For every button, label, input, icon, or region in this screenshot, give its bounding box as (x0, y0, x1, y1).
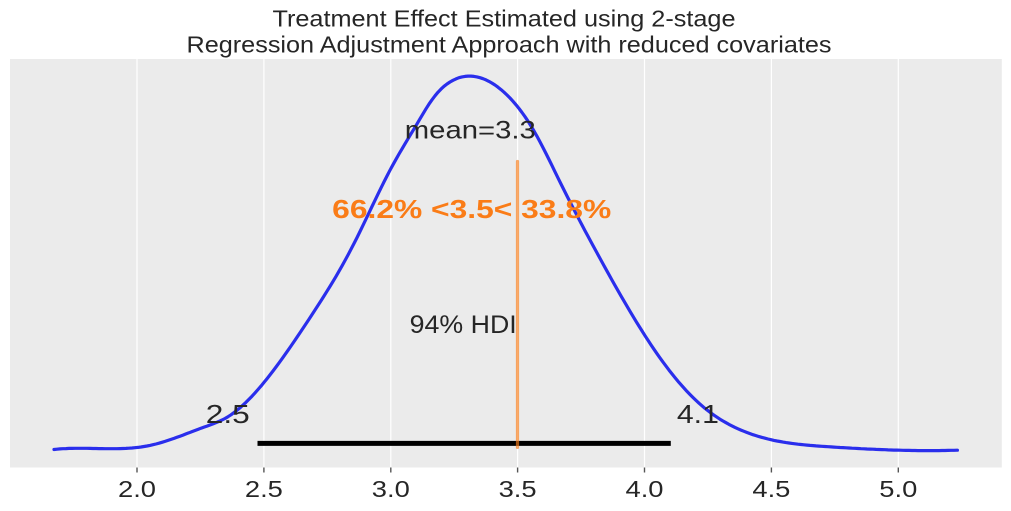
svg-text:4.1: 4.1 (677, 399, 719, 429)
svg-text:3.0: 3.0 (372, 476, 410, 502)
svg-text:Treatment Effect Estimated usi: Treatment Effect Estimated using 2-stage (273, 6, 736, 32)
svg-text:3.5: 3.5 (499, 476, 537, 502)
svg-text:2.5: 2.5 (245, 476, 283, 502)
svg-text:Regression Adjustment Approach: Regression Adjustment Approach with redu… (187, 32, 832, 58)
svg-text:66.2% <3.5< 33.8%: 66.2% <3.5< 33.8% (332, 194, 611, 224)
svg-text:mean=3.3: mean=3.3 (405, 117, 536, 145)
svg-text:5.0: 5.0 (879, 476, 917, 502)
svg-text:4.5: 4.5 (752, 476, 790, 502)
svg-text:2.5: 2.5 (206, 399, 250, 429)
svg-text:2.0: 2.0 (118, 476, 156, 502)
svg-text:94% HDI: 94% HDI (410, 311, 517, 339)
svg-text:4.0: 4.0 (626, 476, 664, 502)
